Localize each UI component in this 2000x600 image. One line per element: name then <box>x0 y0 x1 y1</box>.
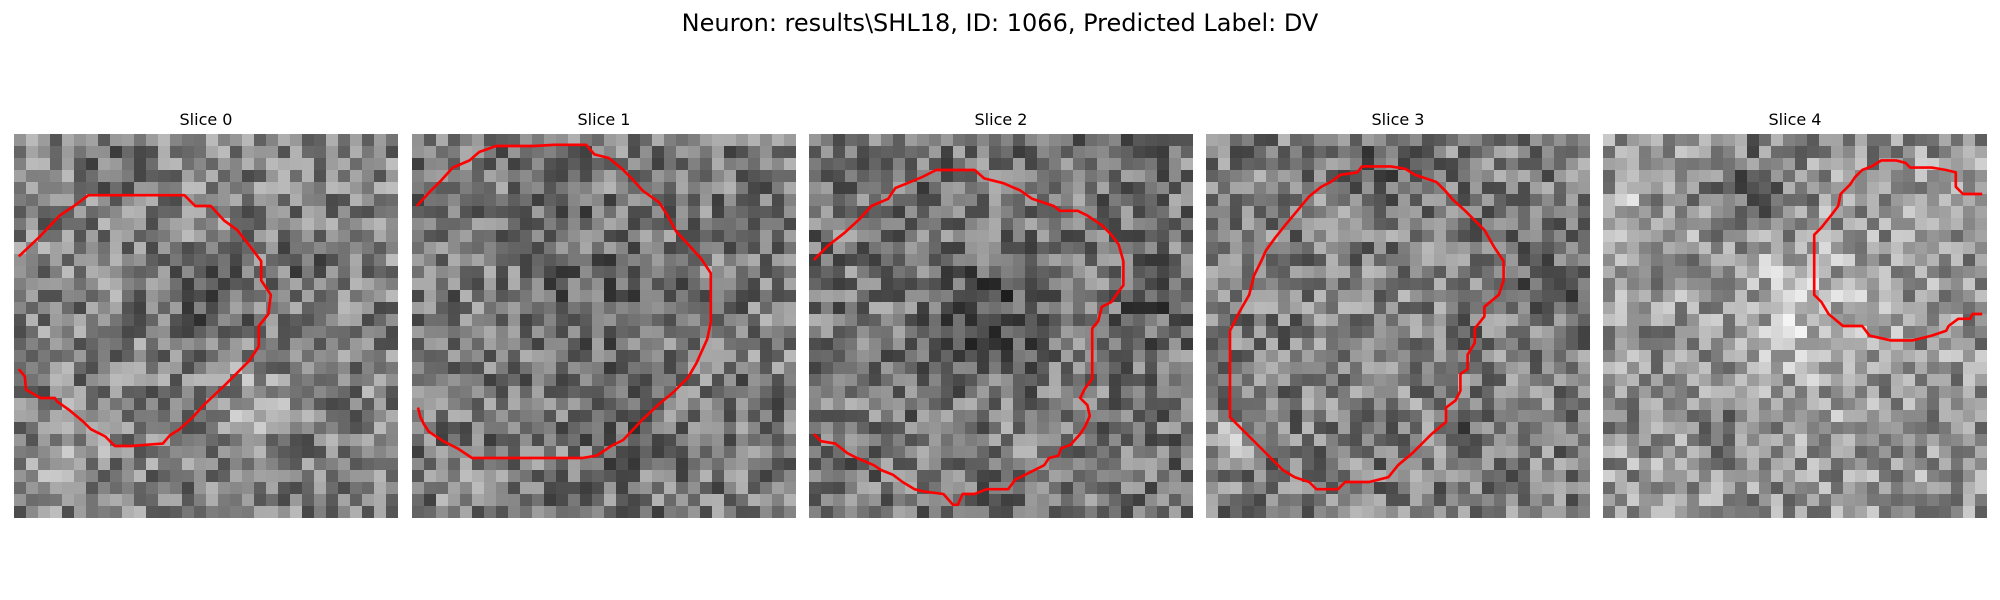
panel-title-slice-3: Slice 3 <box>1371 110 1425 129</box>
slice-3-pixels <box>1206 134 1590 518</box>
slice-2-pixels <box>809 134 1193 518</box>
slice-2-contour <box>812 168 1125 507</box>
slice-1-image <box>412 134 796 518</box>
panel-title-slice-2: Slice 2 <box>974 110 1028 129</box>
slice-4-pixels <box>1603 134 1987 518</box>
panel-title-slice-0: Slice 0 <box>179 110 233 129</box>
slice-2-image <box>809 134 1193 518</box>
slice-3-contour <box>1228 165 1505 491</box>
slice-0-image <box>14 134 398 518</box>
slice-1-contour <box>415 143 713 460</box>
slice-0-contour <box>17 193 273 448</box>
slice-4-image <box>1603 134 1987 518</box>
slice-1-pixels <box>412 134 796 518</box>
panel-title-slice-1: Slice 1 <box>577 110 631 129</box>
slice-0-pixels <box>14 134 398 518</box>
slice-3-image <box>1206 134 1590 518</box>
panel-title-slice-4: Slice 4 <box>1768 110 1822 129</box>
slice-4-contour <box>1812 159 1983 342</box>
figure-title: Neuron: results\SHL18, ID: 1066, Predict… <box>681 9 1319 37</box>
